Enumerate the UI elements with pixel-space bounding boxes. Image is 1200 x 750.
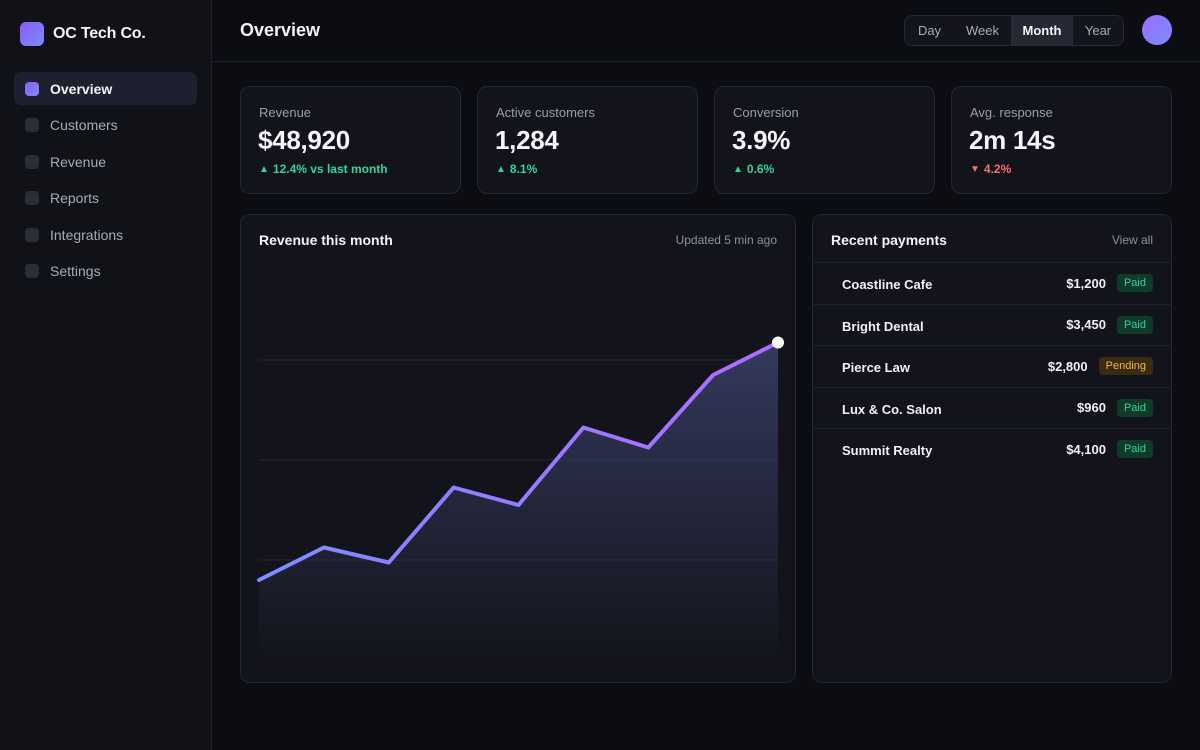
payment-meta: $1,200 Paid — [1066, 274, 1153, 292]
kpi-delta: ▼ 4.2% — [970, 162, 1011, 176]
payment-meta: $3,450 Paid — [1066, 315, 1153, 334]
sidebar-item-label: Settings — [50, 263, 101, 279]
payment-amount: $2,800 — [1047, 358, 1088, 374]
kpi-delta-text: 4.2% — [983, 162, 1012, 176]
chart-last-point[interactable] — [772, 336, 784, 349]
revenue-chart-panel: Revenue this month Updated 5 min ago — [240, 214, 796, 683]
status-badge: Paid — [1116, 440, 1153, 458]
payment-customer: Coastline Cafe — [842, 277, 933, 292]
range-week-button[interactable]: Week — [966, 23, 999, 38]
brand-logo-icon — [20, 22, 44, 46]
sidebar: OC Tech Co. Overview Customers Revenue R… — [0, 0, 212, 750]
payment-meta: $960 Paid — [1077, 398, 1153, 417]
payment-row[interactable]: Bright Dental $3,450 Paid — [813, 303, 1171, 346]
sidebar-item-label: Customers — [50, 117, 118, 133]
revenue-area-chart — [257, 336, 784, 660]
payment-row[interactable]: Coastline Cafe $1,200 Paid — [813, 262, 1171, 304]
payments-panel-title: Recent payments — [831, 232, 947, 248]
sidebar-item-label: Overview — [50, 80, 113, 97]
payment-meta: $2,800 Pending — [1048, 357, 1153, 375]
payment-row[interactable]: Lux & Co. Salon $960 Paid — [813, 386, 1171, 429]
range-selector: Day Week Month Year — [904, 15, 1124, 46]
sidebar-item-label: Reports — [50, 190, 100, 206]
payment-amount: $960 — [1077, 400, 1106, 415]
kpi-label: Avg. response — [970, 105, 1053, 120]
kpi-value: 2m 14s — [969, 125, 1056, 155]
kpi-delta-text: 8.1% — [509, 162, 538, 176]
reports-icon — [25, 191, 39, 205]
sidebar-item-integrations[interactable]: Integrations — [14, 218, 197, 251]
payment-customer: Summit Realty — [842, 443, 933, 458]
range-day-button[interactable]: Day — [917, 23, 942, 38]
kpi-delta: ▲ 12.4% vs last month — [259, 162, 388, 176]
kpi-label: Revenue — [259, 105, 312, 120]
payment-customer: Lux & Co. Salon — [842, 401, 942, 417]
status-badge: Paid — [1116, 315, 1153, 334]
top-header: Overview Day Week Month Year — [212, 0, 1200, 62]
settings-icon — [25, 264, 39, 278]
overview-icon — [25, 81, 39, 96]
page-title: Overview — [240, 20, 321, 40]
integrations-icon — [25, 227, 39, 242]
recent-payments-panel: Recent payments View all Coastline Cafe … — [812, 214, 1172, 683]
revenue-icon — [25, 154, 39, 169]
trend-down-icon: ▼ — [970, 163, 980, 175]
kpi-card-conversion: Conversion 3.9% ▲ 0.6% — [714, 86, 935, 194]
payments-list: Coastline Cafe $1,200 Paid Bright Dental… — [813, 262, 1171, 470]
kpi-delta: ▲ 8.1% — [496, 162, 537, 176]
chart-points — [772, 336, 784, 349]
kpi-card-avg-response: Avg. response 2m 14s ▼ 4.2% — [951, 86, 1172, 194]
kpi-value: 3.9% — [732, 125, 791, 155]
status-badge: Paid — [1116, 398, 1153, 417]
payment-amount: $1,200 — [1066, 275, 1106, 291]
chart-series-line — [257, 340, 780, 582]
sidebar-item-customers[interactable]: Customers — [14, 109, 197, 142]
payment-amount: $4,100 — [1066, 441, 1106, 457]
customers-icon — [25, 118, 39, 132]
kpi-delta: ▲ 0.6% — [733, 162, 774, 176]
sidebar-item-revenue[interactable]: Revenue — [14, 145, 197, 178]
trend-up-icon: ▲ — [733, 163, 743, 175]
kpi-value: 1,284 — [495, 125, 559, 155]
sidebar-item-settings[interactable]: Settings — [14, 255, 197, 288]
payment-row[interactable]: Pierce Law $2,800 Pending — [813, 345, 1171, 387]
view-all-link[interactable]: View all — [1111, 233, 1153, 247]
chart-area-fill — [259, 342, 778, 660]
kpi-label: Conversion — [733, 105, 799, 120]
sidebar-item-reports[interactable]: Reports — [14, 182, 197, 215]
chart-updated-text: Updated 5 min ago — [675, 233, 777, 247]
kpi-delta-text: 0.6% — [746, 162, 775, 176]
range-month-button[interactable]: Month — [1011, 16, 1073, 45]
status-badge: Pending — [1098, 357, 1153, 375]
payment-meta: $4,100 Paid — [1066, 440, 1153, 458]
user-avatar[interactable] — [1142, 15, 1172, 45]
kpi-card-revenue: Revenue $48,920 ▲ 12.4% vs last month — [240, 86, 461, 194]
brand-name: OC Tech Co. — [53, 25, 146, 42]
kpi-label: Active customers — [496, 105, 595, 120]
sidebar-item-overview[interactable]: Overview — [14, 72, 197, 105]
sidebar-item-label: Revenue — [50, 153, 107, 170]
trend-up-icon: ▲ — [259, 163, 269, 175]
chart-panel-title: Revenue this month — [259, 232, 393, 248]
trend-up-icon: ▲ — [496, 163, 506, 175]
range-year-button[interactable]: Year — [1084, 23, 1112, 38]
brand[interactable]: OC Tech Co. — [20, 22, 146, 46]
kpi-value: $48,920 — [258, 125, 350, 155]
sidebar-item-label: Integrations — [50, 226, 124, 243]
status-badge: Paid — [1116, 274, 1153, 292]
payment-customer: Bright Dental — [842, 318, 924, 334]
payment-amount: $3,450 — [1066, 317, 1106, 332]
kpi-card-active-customers: Active customers 1,284 ▲ 8.1% — [477, 86, 698, 194]
kpi-delta-text: 12.4% vs last month — [272, 162, 388, 176]
payment-row[interactable]: Summit Realty $4,100 Paid — [813, 428, 1171, 470]
sidebar-nav: Overview Customers Revenue Reports Integ… — [14, 72, 197, 291]
payment-customer: Pierce Law — [842, 360, 910, 375]
